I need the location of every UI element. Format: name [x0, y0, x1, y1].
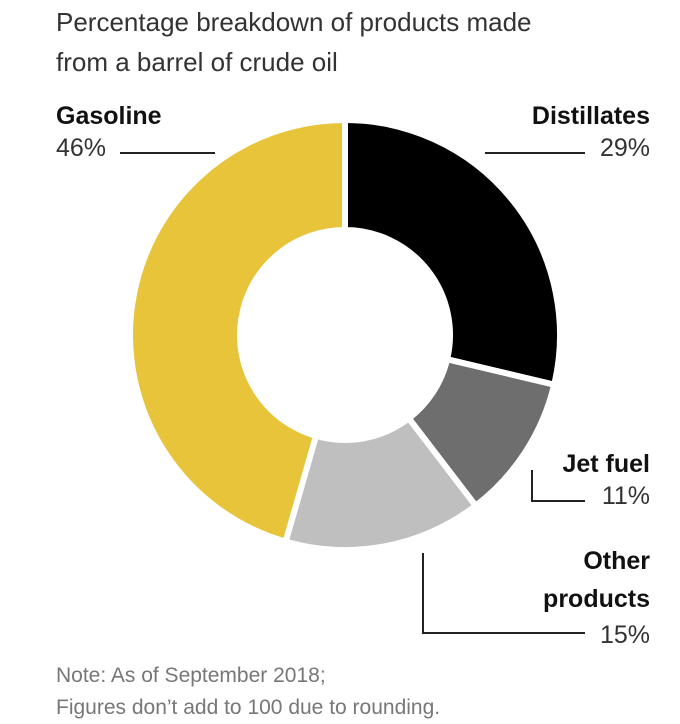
label-distillates-name: Distillates [531, 102, 650, 130]
label-distillates: Distillates 29% [532, 100, 650, 164]
label-jet-fuel-value: 11% [601, 482, 650, 510]
label-gasoline: Gasoline 46% [56, 100, 162, 164]
label-gasoline-value: 46% [56, 134, 107, 162]
label-distillates-value: 29% [599, 134, 650, 162]
donut-chart [120, 116, 585, 634]
slice-distillates [342, 116, 563, 389]
label-jet-fuel-name: Jet fuel [562, 450, 650, 478]
chart-note-line-1: Note: As of September 2018; [56, 664, 326, 687]
chart-title-line-2: from a barrel of crude oil [56, 47, 338, 77]
leader-line-other-products [422, 553, 585, 634]
label-jet-fuel: Jet fuel 11% [562, 448, 650, 512]
slice-other-products [281, 414, 480, 553]
leader-lines [120, 152, 585, 634]
label-other-products-name-line-2: products [543, 585, 650, 613]
label-other-products-name-line-1: Other [583, 547, 650, 575]
label-other-products-value: 15% [599, 621, 650, 649]
chart-title: Percentage breakdown of products made fr… [56, 2, 656, 82]
donut-slices [127, 116, 563, 553]
leader-line-jet-fuel [531, 470, 585, 502]
chart-note: Note: As of September 2018; Figures don’… [56, 660, 656, 724]
slice-gasoline [127, 116, 348, 546]
chart-note-line-2: Figures don’t add to 100 due to rounding… [56, 696, 441, 719]
chart-title-line-1: Percentage breakdown of products made [56, 7, 532, 37]
label-gasoline-name: Gasoline [56, 102, 162, 130]
label-other-products: Other products 15% [543, 542, 650, 652]
